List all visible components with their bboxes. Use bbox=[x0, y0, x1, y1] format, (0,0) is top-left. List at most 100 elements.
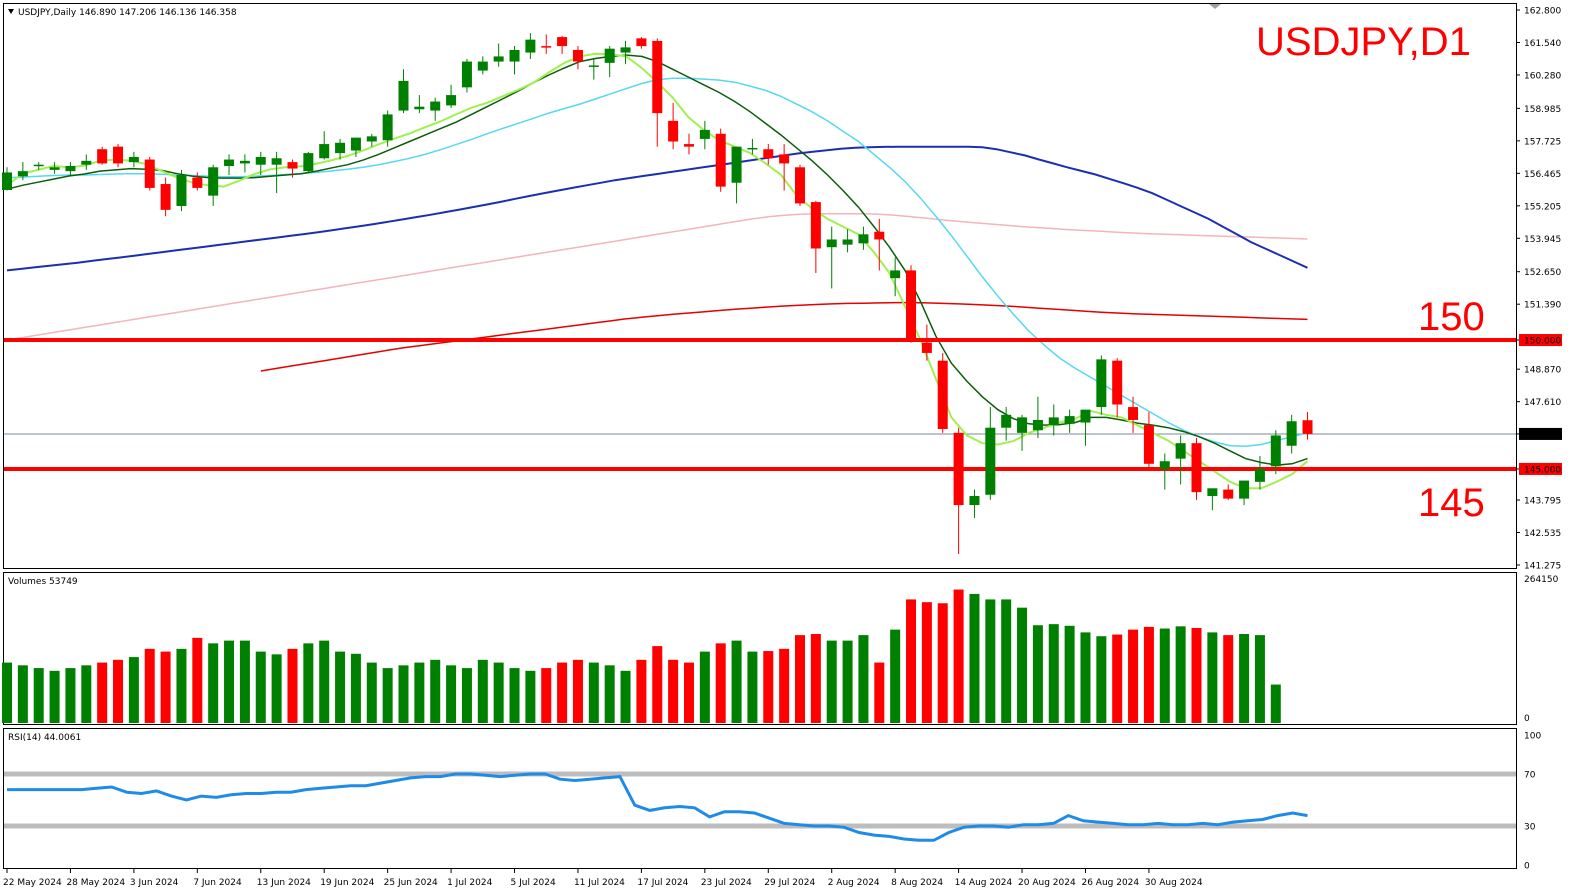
volume-bar bbox=[588, 662, 599, 723]
candle bbox=[969, 489, 980, 518]
candle-body bbox=[17, 171, 28, 177]
candle bbox=[81, 154, 92, 170]
volume-bar bbox=[1207, 632, 1218, 723]
candle bbox=[1096, 355, 1107, 415]
candle bbox=[1286, 414, 1297, 454]
volume-bar bbox=[1270, 684, 1281, 723]
chart-menu-triangle-icon[interactable] bbox=[8, 9, 14, 14]
candle-body bbox=[699, 129, 710, 139]
candle bbox=[335, 138, 346, 160]
rsi-tick-label: 0 bbox=[1524, 862, 1530, 872]
candle-body bbox=[350, 137, 361, 151]
price-tick-label: 158.985 bbox=[1524, 105, 1561, 115]
rsi-plot-area bbox=[4, 771, 1516, 842]
volume-bar bbox=[239, 640, 250, 723]
candle-body bbox=[303, 153, 314, 172]
volume-bar bbox=[350, 653, 361, 723]
price-tick-label: 146.358 bbox=[1524, 430, 1561, 440]
price-tick-label: 141.275 bbox=[1524, 562, 1561, 572]
candle-body bbox=[858, 234, 869, 244]
candle bbox=[921, 324, 932, 361]
volume-bar bbox=[795, 635, 805, 723]
candle bbox=[303, 151, 314, 173]
volume-bar bbox=[128, 657, 139, 723]
rsi-tick-label: 100 bbox=[1524, 732, 1541, 742]
volume-bar bbox=[779, 648, 790, 723]
volume-bar bbox=[493, 662, 504, 723]
candle bbox=[795, 164, 805, 206]
volume-bar bbox=[557, 662, 568, 723]
candle bbox=[810, 200, 821, 273]
candle-body bbox=[382, 114, 393, 141]
rsi-line bbox=[7, 772, 1308, 842]
volume-bar bbox=[1159, 628, 1170, 723]
volume-bar bbox=[1175, 626, 1186, 723]
volume-bar bbox=[192, 637, 203, 723]
chart-header: USDJPY,Daily 146.890 147.206 146.136 146… bbox=[18, 8, 237, 18]
candle bbox=[1048, 404, 1059, 436]
price-tick-highlight bbox=[1519, 462, 1562, 475]
scroll-marker-icon[interactable] bbox=[1209, 4, 1221, 9]
date-tick-label: 29 Jul 2024 bbox=[764, 878, 815, 888]
candle-body bbox=[2, 172, 12, 190]
date-tick-label: 30 Aug 2024 bbox=[1145, 878, 1203, 888]
candle bbox=[763, 144, 774, 165]
candle-body bbox=[620, 47, 631, 53]
volume-bar bbox=[1048, 624, 1059, 723]
date-tick-label: 26 Aug 2024 bbox=[1081, 878, 1139, 888]
candle-body bbox=[33, 164, 44, 167]
candle bbox=[350, 137, 361, 157]
candle bbox=[1191, 438, 1202, 500]
candle bbox=[319, 131, 330, 160]
price-tick-label: 145.000 bbox=[1524, 465, 1561, 475]
candle bbox=[2, 167, 12, 191]
volume-bar bbox=[525, 670, 536, 723]
candle bbox=[430, 97, 441, 121]
level-label-150: 150 bbox=[1418, 295, 1485, 339]
moving-average-line bbox=[6, 145, 1308, 272]
candle bbox=[255, 151, 266, 176]
volume-bar bbox=[319, 640, 330, 723]
candle-body bbox=[81, 160, 92, 165]
candle bbox=[906, 265, 917, 343]
volume-bar bbox=[636, 659, 647, 723]
volume-bar bbox=[858, 635, 869, 723]
date-tick-label: 13 Jun 2024 bbox=[257, 878, 311, 888]
candle-body bbox=[953, 432, 964, 506]
candle bbox=[160, 177, 171, 217]
volume-bar bbox=[1239, 634, 1250, 723]
candle bbox=[97, 146, 108, 165]
price-tick-label: 148.870 bbox=[1524, 366, 1561, 376]
candle bbox=[890, 257, 901, 297]
candle-body bbox=[842, 239, 853, 245]
candle bbox=[398, 69, 409, 114]
volume-bar bbox=[414, 662, 425, 723]
candle bbox=[1254, 456, 1265, 490]
level-label-145: 145 bbox=[1418, 481, 1485, 525]
candle-body bbox=[176, 175, 187, 206]
candle-body bbox=[1001, 414, 1012, 428]
volume-bar bbox=[953, 589, 964, 723]
volume-bar bbox=[842, 640, 853, 723]
candle-body bbox=[890, 270, 901, 279]
candle-body bbox=[271, 158, 282, 165]
candle-body bbox=[1159, 461, 1170, 469]
volume-bar bbox=[49, 670, 60, 723]
volume-bar bbox=[446, 665, 457, 723]
candle-body bbox=[795, 167, 805, 204]
candle bbox=[826, 226, 837, 289]
volume-bar bbox=[2, 662, 12, 723]
volume-bar bbox=[461, 668, 472, 723]
candle bbox=[192, 172, 203, 191]
candle bbox=[1302, 411, 1313, 440]
price-tick-label: 147.610 bbox=[1524, 398, 1561, 408]
candle-body bbox=[160, 184, 171, 210]
candle-body bbox=[652, 40, 663, 114]
candle-body bbox=[49, 167, 60, 170]
date-tick-label: 25 Jun 2024 bbox=[384, 878, 438, 888]
date-tick-label: 19 Jun 2024 bbox=[320, 878, 374, 888]
candle bbox=[842, 229, 853, 253]
volume-bar bbox=[255, 651, 266, 723]
price-tick-label: 162.800 bbox=[1524, 7, 1561, 17]
candle bbox=[620, 40, 631, 65]
